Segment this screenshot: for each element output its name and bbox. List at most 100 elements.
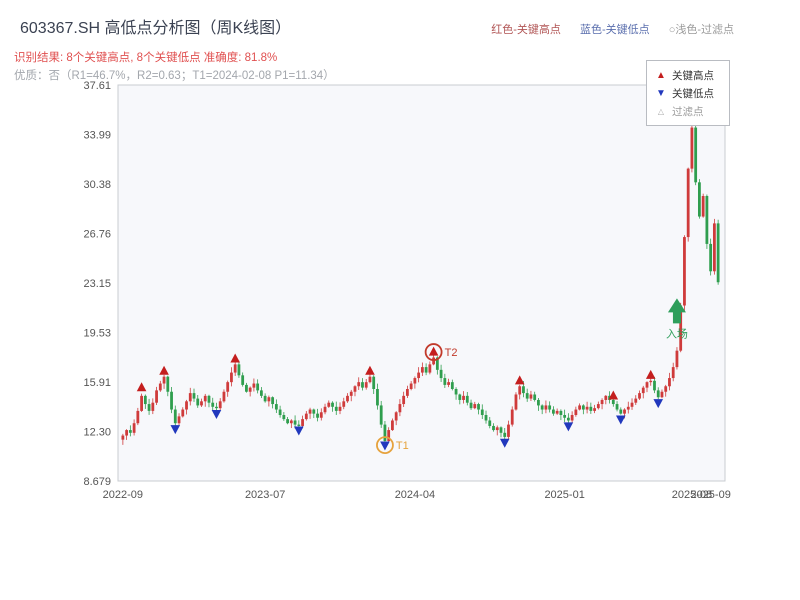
- candle-body: [263, 395, 267, 402]
- candle-body: [653, 380, 656, 391]
- candle-body: [469, 402, 473, 409]
- candle-body: [574, 409, 578, 416]
- candle-body: [181, 409, 185, 417]
- key-low-marker: [380, 441, 390, 451]
- candle-body: [615, 404, 619, 410]
- key-high-triangle-icon: ▲: [656, 69, 666, 81]
- candle-body: [533, 394, 537, 400]
- x-axis-label: 2023-07: [245, 489, 285, 501]
- candle-body: [140, 395, 143, 411]
- candle-body: [368, 376, 372, 383]
- candle-body: [675, 350, 679, 368]
- candle-body: [668, 378, 671, 387]
- candle-body: [304, 413, 308, 420]
- header-legend-filter: ○浅色-过滤点: [668, 24, 734, 36]
- candle-body: [499, 427, 503, 433]
- candle-body: [125, 430, 129, 436]
- candle-body: [641, 387, 645, 394]
- candle-body: [289, 420, 293, 424]
- quality-result-text: 优质：否（R1=46.7%，R2=0.63；T1=2024-02-08 P1=1…: [14, 70, 335, 82]
- key-low-triangle-icon: ▼: [656, 87, 666, 99]
- candle-body: [376, 389, 379, 406]
- key-low-marker: [653, 399, 664, 409]
- candle-body: [593, 408, 596, 411]
- candle-body: [462, 395, 465, 400]
- candle-body: [379, 405, 383, 425]
- y-axis-label: 23.15: [83, 278, 111, 290]
- filter-triangle-icon: △: [657, 106, 665, 116]
- candle-body: [566, 417, 570, 421]
- candle-body: [121, 435, 125, 440]
- annotation-label-t2: T2: [445, 347, 458, 359]
- x-axis-label: 2024-04: [395, 489, 435, 501]
- candle-body: [413, 378, 417, 384]
- header-legend-high: 红色-关键高点: [491, 24, 561, 36]
- candle-body: [589, 406, 593, 411]
- candle-body: [278, 409, 282, 416]
- key-low-marker: [294, 426, 304, 436]
- candle-body: [671, 367, 675, 379]
- candle-body: [132, 423, 136, 433]
- candle-body: [683, 237, 686, 306]
- candle-body: [409, 383, 413, 390]
- candle-body: [435, 357, 439, 370]
- y-axis-label: 33.99: [83, 130, 111, 142]
- candle-body: [626, 406, 630, 410]
- candle-body: [465, 395, 469, 403]
- candle-body: [211, 402, 215, 407]
- candle-body: [342, 401, 346, 407]
- candle-body: [241, 375, 245, 385]
- candle-body: [522, 386, 525, 394]
- key-high-marker: [365, 365, 375, 375]
- annotation-ring-t2: [424, 343, 443, 361]
- legend-item-key-high: ▲ 关键高点: [653, 66, 723, 84]
- candle-body: [256, 383, 260, 391]
- legend-item-label: 关键高点: [672, 69, 714, 82]
- candle-body: [259, 390, 263, 396]
- candle-body: [230, 372, 233, 383]
- candle-body: [484, 415, 488, 421]
- candle-body: [394, 412, 398, 421]
- legend-item-filter: △ 过滤点: [653, 102, 723, 120]
- candle-body: [282, 415, 286, 420]
- candle-body: [267, 397, 271, 402]
- candle-body: [690, 127, 694, 169]
- candle-body: [192, 393, 196, 399]
- candle-body: [196, 398, 200, 406]
- candle-body: [559, 410, 563, 416]
- candle-body: [488, 420, 492, 426]
- candle-body: [319, 412, 323, 418]
- candle-body: [222, 391, 226, 402]
- candle-body: [405, 389, 409, 396]
- candle-body: [701, 196, 705, 217]
- candle-body: [353, 386, 357, 392]
- candle-body: [155, 390, 158, 403]
- candle-body: [417, 372, 421, 379]
- candle-body: [638, 393, 641, 399]
- recognition-result-text: 识别结果: 8个关键高点, 8个关键低点 准确度: 81.8%: [14, 52, 278, 64]
- candle-body: [555, 410, 559, 414]
- candle-body: [151, 402, 155, 411]
- candle-body: [634, 398, 638, 403]
- key-high-marker: [645, 369, 656, 379]
- candle-body: [323, 406, 327, 413]
- candle-body: [477, 404, 480, 410]
- candle-body: [686, 168, 690, 238]
- candle-body: [604, 395, 608, 400]
- candle-body: [128, 430, 132, 433]
- y-axis-label: 19.53: [83, 327, 111, 339]
- candle-body: [428, 364, 432, 373]
- candle-body: [443, 378, 447, 385]
- candle-body: [529, 394, 533, 399]
- candle-body: [420, 367, 424, 373]
- candle-body: [596, 404, 600, 409]
- entry-arrow-icon: [667, 298, 686, 324]
- candle-body: [312, 409, 316, 414]
- candle-body: [226, 382, 230, 392]
- candle-body: [316, 413, 319, 418]
- candle-body: [203, 395, 207, 402]
- candle-body: [334, 406, 338, 411]
- candle-body: [552, 409, 555, 414]
- candle-body: [391, 420, 394, 431]
